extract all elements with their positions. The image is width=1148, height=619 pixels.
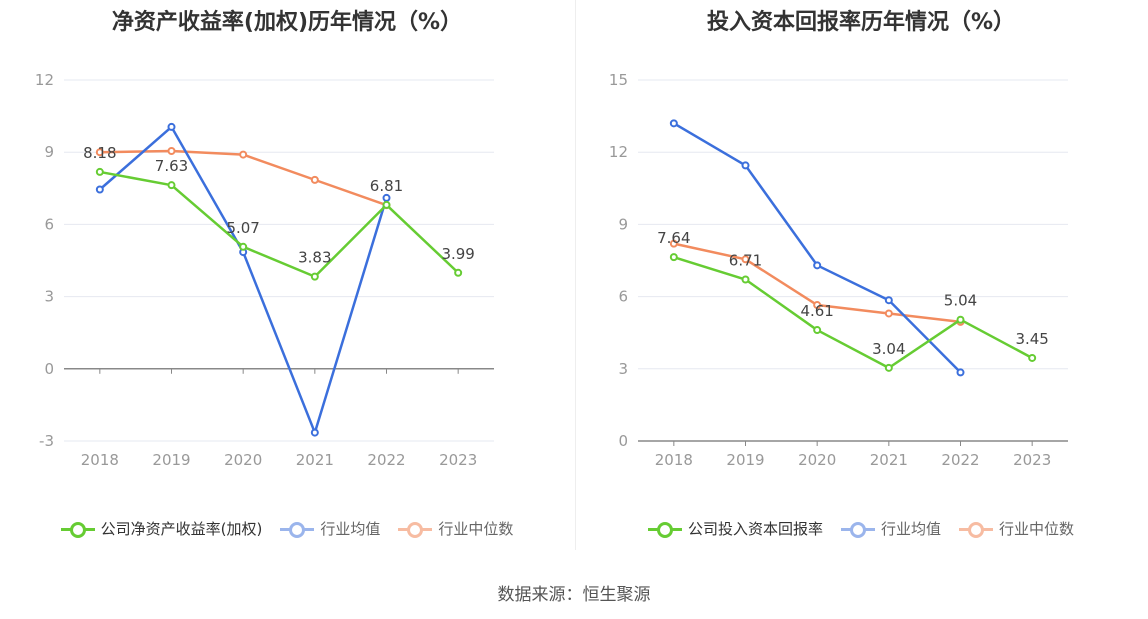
roe-chart-plot: -3 0 3 6 9 12 2018 2019 2020 2021 2022 2023 8.18 7.63… xyxy=(35,71,494,469)
legend-company-label: 公司投入资本回报率 xyxy=(687,520,823,538)
data-point-average[interactable] xyxy=(741,161,750,170)
data-point-median[interactable] xyxy=(239,150,248,159)
x-tick-label: 2018 xyxy=(81,451,119,469)
legend-average-icon xyxy=(840,521,875,538)
y-tick-label: 15 xyxy=(609,71,628,89)
x-tick-label: 2020 xyxy=(798,451,836,469)
y-tick-label: 9 xyxy=(618,215,628,233)
y-tick-label: 6 xyxy=(618,288,628,306)
data-label: 3.99 xyxy=(441,245,474,263)
legend-average-icon xyxy=(280,521,315,538)
legend-industry-average[interactable]: 行业均值 xyxy=(280,518,380,539)
data-point-company[interactable] xyxy=(1028,353,1037,362)
series-line-median xyxy=(99,149,387,207)
x-tick-label: 2022 xyxy=(941,451,979,469)
data-point-company[interactable] xyxy=(454,268,463,277)
roic-chart-plot: 0 3 6 9 12 15 2018 2019 2020 2021 2022 2023 7.64 6.71… xyxy=(609,71,1068,469)
data-label: 3.04 xyxy=(872,340,905,358)
data-point-median[interactable] xyxy=(884,309,893,318)
x-tick-label: 2022 xyxy=(367,451,405,469)
data-label: 6.81 xyxy=(370,177,403,195)
x-tick-label: 2023 xyxy=(1013,451,1051,469)
data-point-average[interactable] xyxy=(669,119,678,128)
y-tick-label: -3 xyxy=(39,432,54,450)
data-point-median[interactable] xyxy=(669,239,678,248)
series-line-company xyxy=(673,255,1033,370)
data-point-company[interactable] xyxy=(669,253,678,262)
data-point-average[interactable] xyxy=(956,368,965,377)
y-tick-label: 3 xyxy=(44,288,54,306)
data-point-company[interactable] xyxy=(95,167,104,176)
legend-median-label: 行业中位数 xyxy=(999,520,1075,538)
x-tick-label: 2021 xyxy=(296,451,334,469)
roic-chart-legend: 公司投入资本回报率 行业均值 行业中位数 xyxy=(574,518,1148,539)
legend-average-label: 行业均值 xyxy=(880,520,941,538)
data-point-company[interactable] xyxy=(382,200,391,209)
x-tick-label: 2020 xyxy=(224,451,262,469)
panel-divider xyxy=(575,0,576,550)
data-point-average[interactable] xyxy=(310,428,319,437)
y-tick-label: 3 xyxy=(618,360,628,378)
roic-chart-panel: 投入资本回报率历年情况（%） 0 3 6 9 12 15 2018 2019 2020 2021 2… xyxy=(574,0,1148,560)
y-tick-label: 12 xyxy=(609,143,628,161)
y-tick-label: 12 xyxy=(35,71,54,89)
legend-average-label: 行业均值 xyxy=(320,520,381,538)
y-tick-label: 9 xyxy=(44,143,54,161)
legend-industry-median[interactable]: 行业中位数 xyxy=(398,518,513,539)
data-label: 7.63 xyxy=(155,157,188,175)
roe-chart-title: 净资产收益率(加权)历年情况（%） xyxy=(111,10,463,35)
legend-company-roic[interactable]: 公司投入资本回报率 xyxy=(647,518,823,539)
data-label: 3.45 xyxy=(1015,330,1048,348)
roe-chart-panel: 净资产收益率(加权)历年情况（%） -3 0 3 6 9 12 2018 2019 2020 20… xyxy=(0,0,574,560)
legend-industry-average[interactable]: 行业均值 xyxy=(840,518,941,539)
series-line-company xyxy=(99,170,460,278)
data-point-average[interactable] xyxy=(95,185,104,194)
legend-company-icon xyxy=(647,521,682,538)
data-point-company[interactable] xyxy=(310,272,319,281)
data-point-average[interactable] xyxy=(884,296,893,305)
data-point-company[interactable] xyxy=(167,181,176,190)
data-label: 6.71 xyxy=(729,252,762,270)
x-tick-label: 2019 xyxy=(152,451,190,469)
data-label: 5.04 xyxy=(944,292,977,310)
x-tick-label: 2018 xyxy=(655,451,693,469)
data-point-company[interactable] xyxy=(813,326,822,335)
data-point-company[interactable] xyxy=(741,275,750,284)
data-label: 5.07 xyxy=(226,219,259,237)
data-point-median[interactable] xyxy=(741,255,750,264)
data-point-company[interactable] xyxy=(884,363,893,372)
legend-median-label: 行业中位数 xyxy=(438,520,514,538)
x-tick-label: 2023 xyxy=(439,451,477,469)
data-point-median[interactable] xyxy=(310,175,319,184)
data-point-median[interactable] xyxy=(167,146,176,155)
x-tick-label: 2019 xyxy=(726,451,764,469)
legend-company-label: 公司净资产收益率(加权) xyxy=(100,520,263,538)
y-tick-label: 0 xyxy=(618,432,628,450)
data-point-average[interactable] xyxy=(167,122,176,131)
data-label: 7.64 xyxy=(657,229,690,247)
legend-median-icon xyxy=(959,521,993,538)
data-point-company[interactable] xyxy=(956,315,965,324)
y-tick-label: 6 xyxy=(44,215,54,233)
data-point-median[interactable] xyxy=(813,301,822,310)
legend-industry-median[interactable]: 行业中位数 xyxy=(959,518,1074,539)
x-tick-label: 2021 xyxy=(870,451,908,469)
data-source-note: 数据来源：恒生聚源 xyxy=(497,585,651,605)
y-tick-label: 0 xyxy=(44,360,54,378)
roic-chart-title: 投入资本回报率历年情况（%） xyxy=(706,10,1016,35)
legend-median-icon xyxy=(398,521,433,538)
data-point-median[interactable] xyxy=(95,148,104,157)
data-point-average[interactable] xyxy=(813,261,822,270)
data-label: 8.18 xyxy=(83,144,116,162)
legend-company-roe[interactable]: 公司净资产收益率(加权) xyxy=(60,518,263,539)
data-label: 4.61 xyxy=(800,302,833,320)
roe-chart-legend: 公司净资产收益率(加权) 行业均值 行业中位数 xyxy=(0,518,574,539)
data-point-average[interactable] xyxy=(382,193,391,202)
legend-company-icon xyxy=(60,521,95,538)
data-point-company[interactable] xyxy=(239,242,248,251)
series-line-average xyxy=(673,122,962,374)
data-label: 3.83 xyxy=(298,249,331,267)
series-line-average xyxy=(99,125,388,434)
